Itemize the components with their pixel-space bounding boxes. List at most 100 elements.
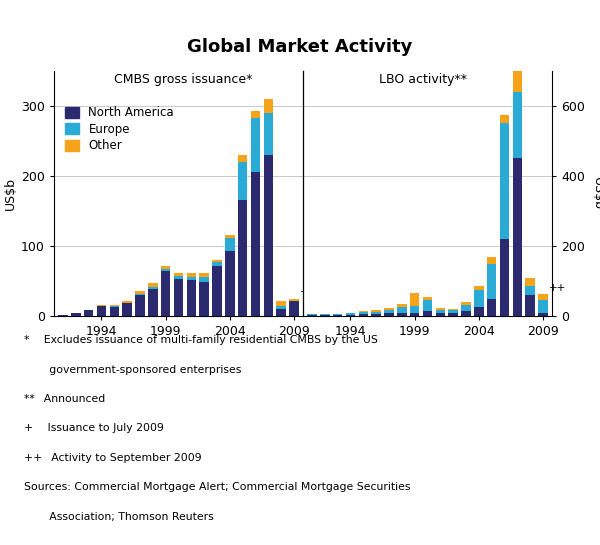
Bar xyxy=(436,313,445,316)
Bar xyxy=(461,305,471,311)
Bar xyxy=(538,300,548,313)
Bar xyxy=(251,111,260,118)
Bar xyxy=(277,301,286,306)
Bar xyxy=(526,277,535,286)
Bar xyxy=(225,251,235,316)
Bar xyxy=(199,277,209,282)
Bar xyxy=(307,314,317,315)
Text: LBO activity**: LBO activity** xyxy=(379,73,467,86)
Bar xyxy=(135,291,145,294)
Bar xyxy=(251,172,260,316)
Bar xyxy=(410,313,419,316)
Bar xyxy=(512,71,522,92)
Bar xyxy=(148,289,158,316)
Text: *  Excludes issuance of multi-family residential CMBS by the US: * Excludes issuance of multi-family resi… xyxy=(24,335,378,345)
Bar xyxy=(251,118,260,172)
Bar xyxy=(173,276,184,279)
Bar xyxy=(359,311,368,312)
Text: +  Issuance to July 2009: + Issuance to July 2009 xyxy=(24,423,164,433)
Bar xyxy=(320,314,329,315)
Legend: North America, Europe, Other: North America, Europe, Other xyxy=(65,106,174,152)
Bar xyxy=(238,155,247,162)
Bar xyxy=(397,313,407,316)
Bar xyxy=(187,272,196,277)
Bar xyxy=(448,311,458,313)
Bar xyxy=(359,312,368,314)
Bar xyxy=(526,286,535,295)
Bar xyxy=(71,313,80,316)
Bar xyxy=(225,235,235,238)
Bar xyxy=(307,315,317,316)
Text: Association; Thomson Reuters: Association; Thomson Reuters xyxy=(24,512,214,522)
Bar xyxy=(526,295,535,316)
Bar xyxy=(161,267,170,269)
Bar xyxy=(371,310,381,312)
Text: +: + xyxy=(300,287,308,297)
Bar xyxy=(371,312,381,314)
Bar xyxy=(436,308,445,310)
Bar xyxy=(512,159,522,316)
Bar xyxy=(225,238,235,251)
Bar xyxy=(110,306,119,307)
Bar xyxy=(371,314,381,316)
Bar xyxy=(422,311,433,316)
Bar xyxy=(110,307,119,316)
Bar xyxy=(487,257,496,264)
Bar xyxy=(500,123,509,239)
Bar xyxy=(238,162,247,201)
Bar xyxy=(461,311,471,316)
Bar xyxy=(148,287,158,289)
Bar xyxy=(397,304,407,307)
Bar xyxy=(187,280,196,316)
Bar xyxy=(512,92,522,159)
Bar xyxy=(333,314,343,315)
Bar xyxy=(135,295,145,316)
Text: CMBS gross issuance*: CMBS gross issuance* xyxy=(114,73,253,86)
Bar xyxy=(384,308,394,310)
Bar xyxy=(384,310,394,313)
Bar xyxy=(500,114,509,123)
Text: Global Market Activity: Global Market Activity xyxy=(187,38,413,56)
Bar xyxy=(212,265,222,316)
Bar xyxy=(199,282,209,316)
Bar xyxy=(212,260,222,262)
Bar xyxy=(384,313,394,316)
Bar xyxy=(289,299,299,301)
Bar xyxy=(461,302,471,305)
Bar xyxy=(277,306,286,309)
Bar xyxy=(538,313,548,316)
Bar xyxy=(122,304,132,316)
Bar xyxy=(238,201,247,316)
Bar xyxy=(474,290,484,307)
Bar xyxy=(110,305,119,306)
Bar xyxy=(410,293,419,306)
Bar xyxy=(346,314,355,316)
Bar xyxy=(487,264,496,299)
Bar xyxy=(474,286,484,290)
Text: **  Announced: ** Announced xyxy=(24,394,105,404)
Bar xyxy=(173,279,184,316)
Bar xyxy=(122,301,132,303)
Bar xyxy=(448,309,458,311)
Bar xyxy=(320,315,329,316)
Bar xyxy=(58,314,68,316)
Text: ++  Activity to September 2009: ++ Activity to September 2009 xyxy=(24,453,202,463)
Bar xyxy=(277,309,286,316)
Bar xyxy=(212,262,222,265)
Bar xyxy=(173,272,184,276)
Bar xyxy=(397,307,407,313)
Bar xyxy=(263,113,273,155)
Bar xyxy=(148,283,158,287)
Text: Sources: Commercial Mortgage Alert; Commercial Mortgage Securities: Sources: Commercial Mortgage Alert; Comm… xyxy=(24,482,410,492)
Y-axis label: US$b: US$b xyxy=(4,177,17,210)
Bar xyxy=(474,307,484,316)
Bar xyxy=(161,270,170,316)
Bar xyxy=(199,272,209,277)
Text: ++: ++ xyxy=(549,283,566,293)
Bar xyxy=(422,300,433,311)
Bar xyxy=(161,269,170,270)
Bar xyxy=(448,313,458,316)
Bar xyxy=(135,294,145,295)
Bar xyxy=(187,277,196,280)
Y-axis label: US$b: US$b xyxy=(590,177,600,210)
